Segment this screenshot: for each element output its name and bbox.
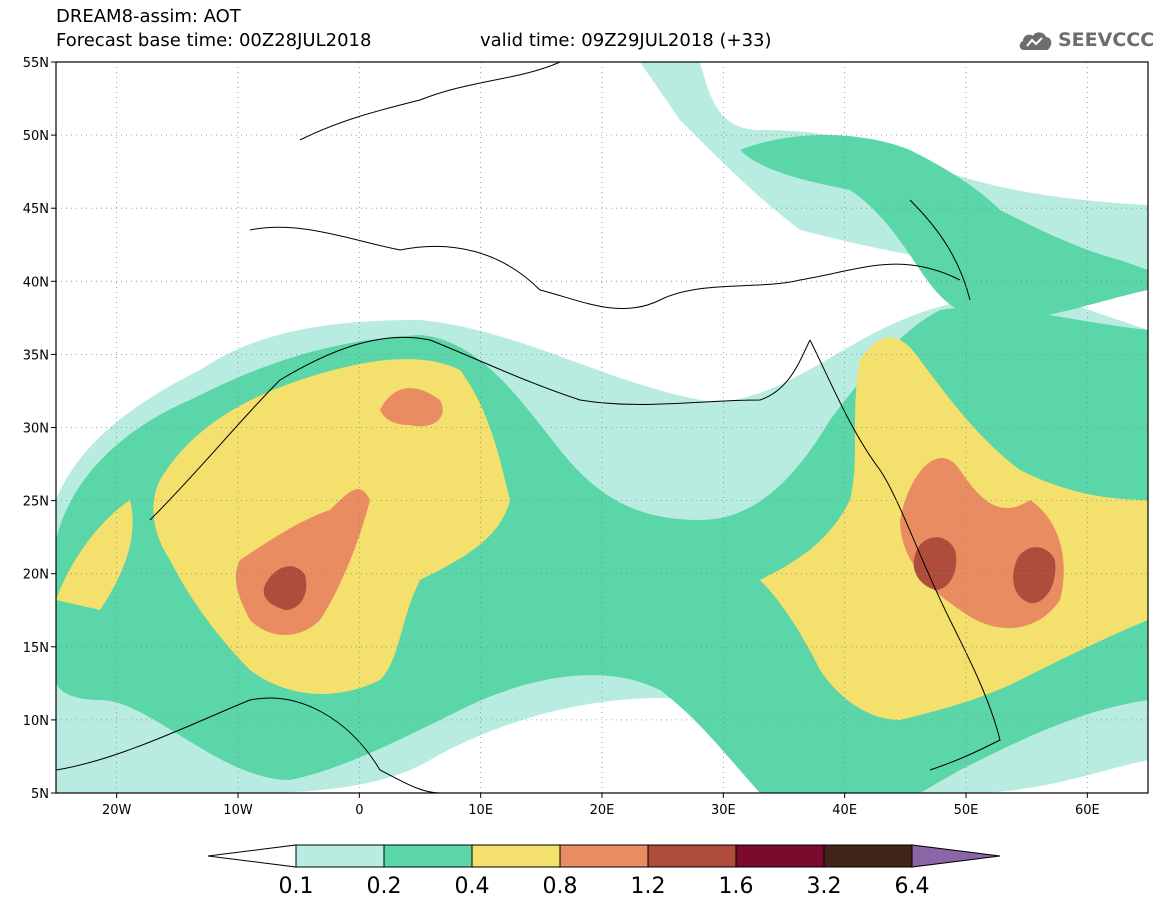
logo-text: SEEVCCC bbox=[1058, 29, 1155, 51]
aot-band-1.2-arabia-a bbox=[913, 537, 957, 590]
lon-label: 20W bbox=[102, 803, 132, 818]
aot-band-0.8-north bbox=[380, 388, 443, 427]
lat-label: 40N bbox=[23, 275, 49, 290]
gridlines bbox=[56, 62, 1148, 793]
colorbar-swatch bbox=[559, 844, 649, 868]
lon-label: 10E bbox=[468, 803, 493, 818]
lon-axis: 20W 10W 0 10E 20E 30E 40E 50E 60E bbox=[102, 793, 1100, 818]
lat-label: 30N bbox=[23, 422, 49, 437]
colorbar-label: 1.6 bbox=[719, 874, 754, 899]
aot-field bbox=[56, 62, 1148, 793]
colorbar-label: 0.8 bbox=[543, 874, 578, 899]
lat-label: 35N bbox=[23, 348, 49, 363]
colorbar: 0.1 0.2 0.4 0.8 1.2 1.6 3.2 6.4 bbox=[207, 844, 1001, 899]
colorbar-label: 1.2 bbox=[631, 874, 666, 899]
coastlines bbox=[56, 62, 1001, 793]
lat-axis: 5N 10N 15N 20N 25N 30N 35N 40N 45N 50N 55N bbox=[23, 56, 56, 802]
lat-label: 5N bbox=[31, 787, 49, 802]
aot-band-1.2 bbox=[263, 566, 307, 610]
colorbar-swatch bbox=[295, 844, 385, 868]
lon-label: 30E bbox=[711, 803, 736, 818]
lon-label: 10W bbox=[223, 803, 253, 818]
lon-label: 0 bbox=[355, 803, 363, 818]
colorbar-label: 6.4 bbox=[895, 874, 930, 899]
colorbar-label: 0.4 bbox=[455, 874, 490, 899]
lat-label: 55N bbox=[23, 56, 49, 71]
forecast-base-time: Forecast base time: 00Z28JUL2018 bbox=[56, 30, 372, 51]
aot-band-0.4-sw bbox=[56, 500, 133, 610]
lat-label: 50N bbox=[23, 129, 49, 144]
colorbar-swatch bbox=[647, 844, 737, 868]
colorbar-label: 0.2 bbox=[367, 874, 402, 899]
colorbar-swatch bbox=[471, 844, 561, 868]
aot-band-0.2-north bbox=[740, 135, 1148, 320]
lat-label: 10N bbox=[23, 714, 49, 729]
colorbar-under-triangle bbox=[207, 844, 297, 868]
colorbar-label: 3.2 bbox=[807, 874, 842, 899]
map-title: DREAM8-assim: AOT bbox=[56, 6, 241, 27]
colorbar-swatch bbox=[735, 844, 825, 868]
lat-label: 20N bbox=[23, 568, 49, 583]
lat-label: 15N bbox=[23, 641, 49, 656]
valid-time: valid time: 09Z29JUL2018 (+33) bbox=[480, 30, 772, 51]
colorbar-label: 0.1 bbox=[279, 874, 314, 899]
lon-label: 50E bbox=[954, 803, 979, 818]
colorbar-over-triangle bbox=[911, 844, 1001, 868]
seevccc-logo bbox=[1019, 32, 1052, 50]
cloud-icon bbox=[1019, 32, 1052, 50]
lon-label: 40E bbox=[832, 803, 857, 818]
colorbar-swatch bbox=[383, 844, 473, 868]
lat-label: 25N bbox=[23, 495, 49, 510]
lon-label: 60E bbox=[1075, 803, 1100, 818]
aot-band-1.2-arabia-b bbox=[1013, 547, 1056, 604]
lat-label: 45N bbox=[23, 202, 49, 217]
lon-label: 20E bbox=[590, 803, 615, 818]
colorbar-swatch bbox=[823, 844, 913, 868]
